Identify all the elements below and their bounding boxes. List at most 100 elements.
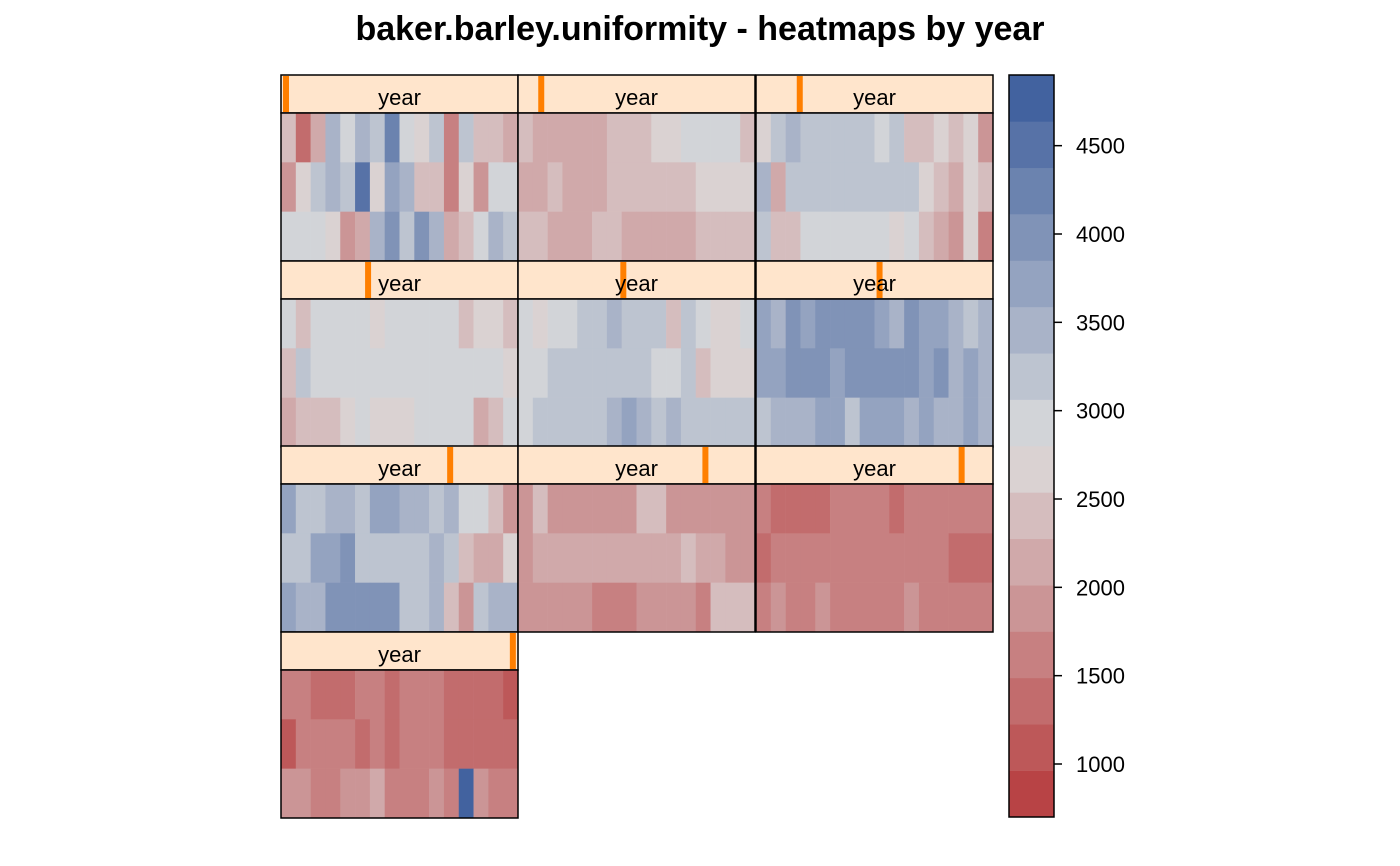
heat-cell bbox=[310, 582, 326, 633]
heat-cell bbox=[904, 397, 920, 448]
heat-cell bbox=[666, 348, 682, 398]
heat-cell bbox=[740, 113, 756, 163]
color-key-bin bbox=[1009, 585, 1054, 632]
heat-cell bbox=[785, 162, 801, 212]
heat-cell bbox=[310, 397, 326, 448]
heat-cell bbox=[281, 484, 297, 534]
heat-cell bbox=[295, 768, 311, 819]
heat-cell bbox=[414, 113, 430, 163]
heat-cell bbox=[963, 162, 979, 212]
heat-cell bbox=[281, 533, 297, 583]
heat-cell bbox=[414, 582, 430, 633]
heat-cell bbox=[918, 397, 935, 448]
heat-cell bbox=[295, 397, 311, 448]
color-key-bin bbox=[1009, 770, 1054, 818]
heat-cell bbox=[710, 162, 726, 212]
strip-level-marker bbox=[365, 262, 372, 298]
heat-cell bbox=[666, 582, 682, 633]
heat-cell bbox=[355, 113, 371, 163]
heat-cell bbox=[740, 397, 756, 448]
heat-cell bbox=[369, 484, 385, 534]
strip-label: year bbox=[378, 85, 421, 110]
heat-cell bbox=[325, 533, 341, 583]
heat-cell bbox=[443, 582, 460, 633]
heat-cell bbox=[310, 484, 326, 534]
heat-cell bbox=[458, 670, 474, 720]
heat-cell bbox=[503, 211, 519, 262]
heat-cell bbox=[889, 533, 905, 583]
heat-cell bbox=[815, 299, 831, 349]
heat-cell bbox=[325, 768, 341, 819]
heat-cell bbox=[815, 397, 831, 448]
heat-cell bbox=[340, 670, 356, 720]
heat-cell bbox=[859, 299, 875, 349]
heat-cell bbox=[443, 348, 460, 398]
heat-cell bbox=[384, 348, 400, 398]
heat-cell bbox=[621, 113, 637, 163]
heat-cell bbox=[532, 299, 548, 349]
heat-cell bbox=[518, 113, 534, 163]
heat-cell bbox=[830, 299, 846, 349]
heat-cell bbox=[429, 397, 445, 448]
color-key-bin bbox=[1009, 724, 1054, 771]
heat-cell bbox=[740, 348, 756, 398]
heat-cell bbox=[948, 211, 964, 262]
heat-cell bbox=[399, 348, 415, 398]
heat-cell bbox=[889, 484, 905, 534]
heat-cell bbox=[948, 299, 964, 349]
heat-cell bbox=[414, 162, 430, 212]
color-key-bin bbox=[1009, 260, 1054, 308]
heat-cell bbox=[963, 582, 979, 633]
strip-level-marker bbox=[958, 447, 965, 483]
heat-cell bbox=[592, 299, 608, 349]
heat-cell bbox=[532, 348, 548, 398]
heat-cell bbox=[488, 670, 504, 720]
heat-cell bbox=[399, 670, 415, 720]
heat-cell bbox=[414, 484, 430, 534]
heat-cell bbox=[756, 113, 772, 163]
panels-group: year year year year year year year year year year bbox=[280, 74, 994, 819]
color-key-bin bbox=[1009, 214, 1054, 261]
panel-10: year bbox=[280, 631, 519, 819]
panel-3: year bbox=[755, 74, 994, 262]
heat-cell bbox=[830, 162, 846, 212]
heat-cell bbox=[414, 299, 430, 349]
heat-cell bbox=[666, 211, 682, 262]
heat-cell bbox=[621, 348, 637, 398]
heat-cell bbox=[325, 113, 341, 163]
heat-cell bbox=[963, 113, 979, 163]
heat-cell bbox=[562, 397, 578, 448]
heat-cell bbox=[592, 397, 608, 448]
heat-cell bbox=[547, 162, 563, 212]
heat-cell bbox=[488, 768, 504, 819]
heat-cell bbox=[325, 484, 341, 534]
heat-cell bbox=[651, 162, 667, 212]
heat-cell bbox=[695, 582, 711, 633]
heat-cell bbox=[532, 397, 548, 448]
heat-cell bbox=[429, 670, 445, 720]
heat-cell bbox=[503, 582, 519, 633]
strip-level-marker bbox=[509, 633, 516, 669]
heat-cell bbox=[695, 397, 711, 448]
heat-cell bbox=[369, 533, 385, 583]
heat-cell bbox=[281, 211, 297, 262]
heat-cell bbox=[695, 484, 711, 534]
heat-cell bbox=[756, 348, 772, 398]
heat-cell bbox=[963, 211, 979, 262]
heat-cell bbox=[874, 582, 890, 633]
heat-cell bbox=[340, 582, 356, 633]
heat-cell bbox=[800, 113, 816, 163]
heat-cell bbox=[651, 211, 667, 262]
heat-cell bbox=[281, 670, 297, 720]
heat-cell bbox=[281, 768, 297, 819]
heat-cell bbox=[355, 670, 371, 720]
heat-cell bbox=[488, 348, 504, 398]
heat-cell bbox=[859, 348, 875, 398]
heat-cell bbox=[680, 113, 697, 163]
heat-cell bbox=[295, 348, 311, 398]
heat-cell bbox=[562, 348, 578, 398]
heat-cell bbox=[547, 484, 563, 534]
heat-cell bbox=[874, 113, 890, 163]
strip-level-marker bbox=[620, 262, 627, 298]
heat-cell bbox=[844, 582, 860, 633]
